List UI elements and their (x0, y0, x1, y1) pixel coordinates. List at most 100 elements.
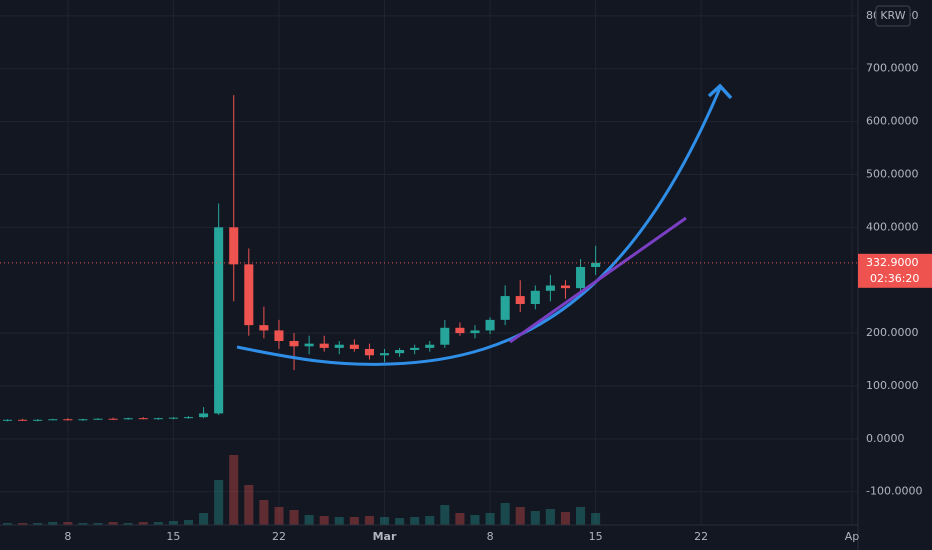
volume-bar (48, 522, 58, 525)
x-tick-label: 15 (166, 530, 180, 543)
candle-body (214, 227, 224, 414)
y-tick-label: 100.0000 (866, 379, 919, 392)
candle-body (153, 418, 163, 420)
candle-body (274, 330, 284, 342)
volume-bar (3, 523, 13, 525)
volume-bar (214, 480, 224, 525)
candle-body (515, 296, 525, 305)
volume (3, 455, 601, 525)
volume-bar (410, 517, 420, 525)
candle-body (530, 290, 540, 305)
volume-bar (93, 523, 103, 525)
volume-bar (199, 513, 209, 525)
candle-body (470, 330, 480, 334)
candle-body (259, 325, 269, 331)
y-tick-label: 0.0000 (866, 432, 905, 445)
volume-bar (395, 518, 405, 525)
volume-bar (455, 513, 465, 525)
volume-bar (440, 505, 450, 525)
x-tick-label: 15 (589, 530, 603, 543)
candle-body (63, 419, 73, 421)
candle-body (138, 418, 148, 420)
volume-bar (591, 513, 601, 525)
candle-body (108, 418, 118, 420)
volume-bar (33, 523, 43, 525)
candle-body (410, 347, 420, 350)
candle-body (3, 419, 13, 421)
volume-bar (379, 517, 390, 525)
currency-badge[interactable] (875, 5, 911, 27)
volume-bar (274, 507, 284, 525)
axes: 800.0000700.0000600.0000500.0000400.0000… (0, 9, 932, 543)
y-tick-label: 700.0000 (866, 62, 919, 75)
volume-bar (500, 503, 510, 525)
volume-bar (78, 523, 88, 525)
candle-body (244, 264, 254, 326)
countdown-label: 02:36:20 (870, 272, 919, 285)
candle-body (485, 319, 495, 331)
candle-body (395, 350, 405, 354)
y-tick-label: 500.0000 (866, 167, 919, 180)
volume-bar (304, 515, 314, 525)
candle-body (199, 413, 209, 418)
volume-bar (349, 517, 359, 525)
x-tick-label: Mar (373, 530, 397, 543)
arrow-head (707, 83, 733, 100)
last-price-box (858, 253, 932, 288)
volume-bar (153, 522, 163, 525)
volume-bar (319, 516, 329, 525)
volume-bar (364, 516, 374, 525)
volume-bar (138, 522, 148, 525)
volume-bar (259, 500, 269, 525)
volume-bar (244, 485, 254, 525)
last-price-label: 332.9000 (866, 256, 919, 269)
y-tick-label: 400.0000 (866, 220, 919, 233)
volume-bar (289, 510, 299, 525)
volume-bar (470, 515, 480, 525)
candle-body (440, 327, 450, 345)
candle-body (425, 344, 435, 348)
candle-body (455, 327, 465, 334)
y-tick-label: -100.0000 (866, 485, 922, 498)
candle-body (304, 343, 314, 347)
x-tick-label: Ap (845, 530, 860, 543)
volume-bar (123, 523, 133, 525)
volume-bar (63, 522, 73, 525)
volume-bar (229, 455, 239, 525)
volume-bar (183, 520, 194, 525)
x-tick-label: 22 (694, 530, 708, 543)
x-tick-label: 8 (487, 530, 494, 543)
y-tick-label: 600.0000 (866, 115, 919, 128)
y-tick-label: 200.0000 (866, 326, 919, 339)
candle-body (334, 344, 344, 348)
candle-body (123, 418, 133, 420)
candle-body (93, 418, 103, 420)
x-tick-label: 22 (272, 530, 286, 543)
volume-bar (18, 523, 28, 525)
candle-body (289, 341, 299, 347)
volume-bar (576, 507, 586, 525)
candle-body (33, 419, 43, 421)
candle-body (18, 419, 28, 421)
volume-bar (108, 522, 118, 525)
candle-body (78, 419, 88, 421)
candle-body (545, 285, 555, 291)
volume-bar (425, 516, 435, 525)
volume-bar (530, 511, 540, 525)
candle-body (168, 417, 178, 419)
candle-body (591, 262, 601, 267)
candle-body (349, 344, 359, 349)
volume-bar (485, 513, 495, 525)
candle-body (229, 227, 239, 265)
candle-body (576, 266, 586, 289)
currency-label: KRW (880, 9, 905, 22)
volume-bar (334, 517, 344, 525)
candle-body (183, 417, 194, 419)
candle-body (319, 343, 329, 348)
trend-line (509, 216, 687, 344)
curve-drawing (236, 87, 722, 366)
candle-body (560, 285, 570, 289)
candle-body (379, 353, 390, 356)
